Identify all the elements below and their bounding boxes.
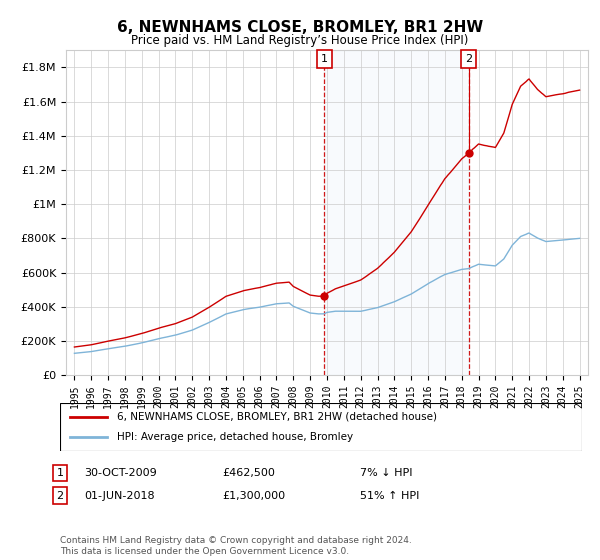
Text: Price paid vs. HM Land Registry’s House Price Index (HPI): Price paid vs. HM Land Registry’s House … xyxy=(131,34,469,46)
Text: 7% ↓ HPI: 7% ↓ HPI xyxy=(360,468,413,478)
Text: 6, NEWNHAMS CLOSE, BROMLEY, BR1 2HW (detached house): 6, NEWNHAMS CLOSE, BROMLEY, BR1 2HW (det… xyxy=(118,412,437,422)
Text: HPI: Average price, detached house, Bromley: HPI: Average price, detached house, Brom… xyxy=(118,432,353,442)
Text: 6, NEWNHAMS CLOSE, BROMLEY, BR1 2HW: 6, NEWNHAMS CLOSE, BROMLEY, BR1 2HW xyxy=(117,20,483,35)
Text: £462,500: £462,500 xyxy=(222,468,275,478)
Text: 51% ↑ HPI: 51% ↑ HPI xyxy=(360,491,419,501)
Text: £1,300,000: £1,300,000 xyxy=(222,491,285,501)
Text: 01-JUN-2018: 01-JUN-2018 xyxy=(84,491,155,501)
Text: 30-OCT-2009: 30-OCT-2009 xyxy=(84,468,157,478)
Text: 2: 2 xyxy=(465,54,472,64)
Text: 1: 1 xyxy=(56,468,64,478)
Text: 2: 2 xyxy=(56,491,64,501)
Text: Contains HM Land Registry data © Crown copyright and database right 2024.
This d: Contains HM Land Registry data © Crown c… xyxy=(60,536,412,556)
Text: 1: 1 xyxy=(320,54,328,64)
Bar xyxy=(324,50,469,375)
